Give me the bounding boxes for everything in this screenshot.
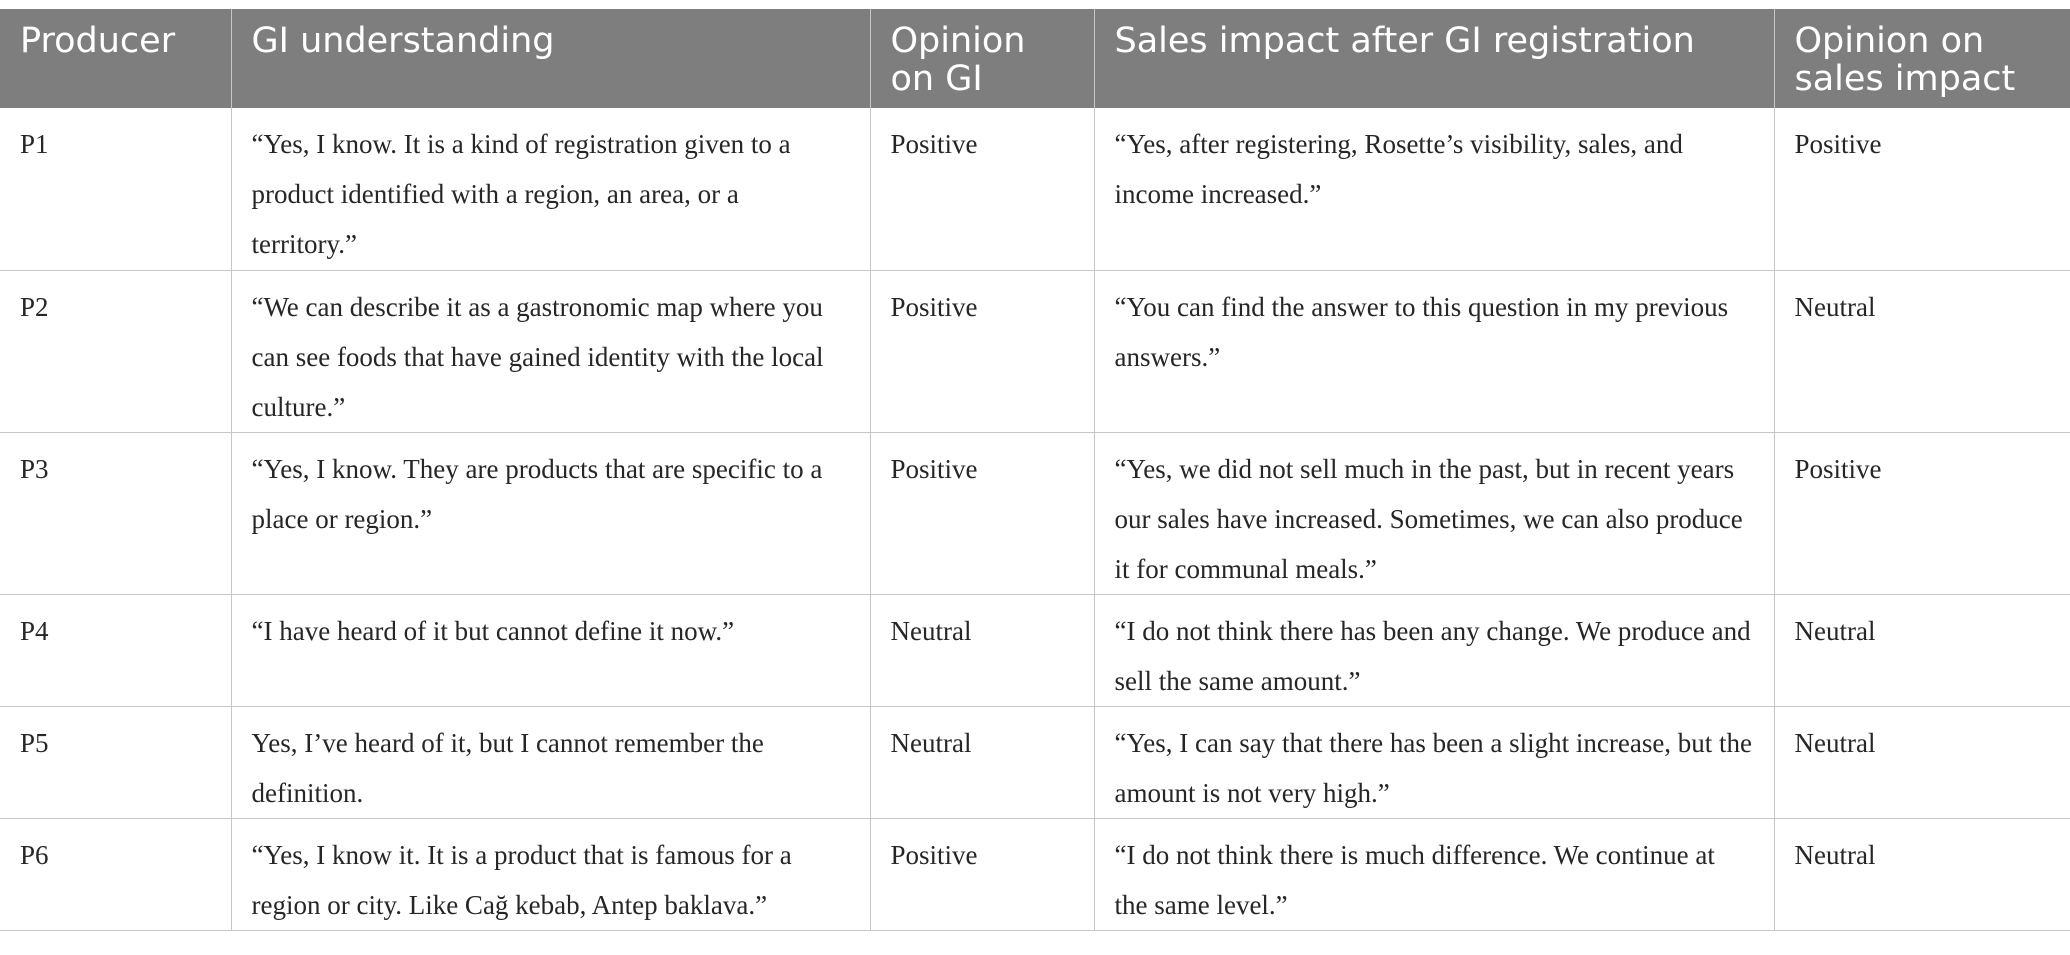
cell-gi-understanding: “Yes, I know. They are products that are… (231, 432, 871, 595)
header-gi-understanding: GI understanding (231, 9, 871, 108)
cell-opinion-on-sales-impact: Neutral (1774, 818, 2070, 931)
cell-gi-understanding: “Yes, I know it. It is a product that is… (231, 818, 871, 931)
cell-producer: P3 (0, 432, 232, 595)
cell-gi-understanding: “I have heard of it but cannot define it… (231, 594, 871, 707)
cell-producer: P5 (0, 706, 232, 819)
header-sales-impact: Sales impact after GI registration (1094, 9, 1775, 108)
gi-opinion-table: Producer GI understanding Opinion on GI … (0, 9, 2070, 931)
header-row: Producer GI understanding Opinion on GI … (0, 9, 2070, 108)
cell-sales-impact: “Yes, we did not sell much in the past, … (1094, 432, 1775, 595)
table-row: P2 “We can describe it as a gastronomic … (0, 270, 2070, 433)
table-row: P5 Yes, I’ve heard of it, but I cannot r… (0, 706, 2070, 819)
table-row: P1 “Yes, I know. It is a kind of registr… (0, 108, 2070, 271)
header-opinion-on-sales-impact: Opinion on sales impact (1774, 9, 2070, 108)
cell-producer: P6 (0, 818, 232, 931)
cell-opinion-on-sales-impact: Neutral (1774, 270, 2070, 433)
cell-sales-impact: “I do not think there is much difference… (1094, 818, 1775, 931)
cell-producer: P1 (0, 108, 232, 271)
table-row: P4 “I have heard of it but cannot define… (0, 594, 2070, 707)
cell-gi-understanding: Yes, I’ve heard of it, but I cannot reme… (231, 706, 871, 819)
table-container: Producer GI understanding Opinion on GI … (0, 9, 2070, 931)
header-opinion-on-gi: Opinion on GI (870, 9, 1095, 108)
cell-opinion-on-sales-impact: Positive (1774, 432, 2070, 595)
cell-opinion-on-sales-impact: Positive (1774, 108, 2070, 271)
cell-opinion-on-gi: Neutral (870, 706, 1095, 819)
table-row: P6 “Yes, I know it. It is a product that… (0, 818, 2070, 931)
cell-sales-impact: “Yes, I can say that there has been a sl… (1094, 706, 1775, 819)
cell-opinion-on-gi: Positive (870, 270, 1095, 433)
cell-producer: P4 (0, 594, 232, 707)
cell-gi-understanding: “Yes, I know. It is a kind of registrati… (231, 108, 871, 271)
cell-opinion-on-gi: Positive (870, 432, 1095, 595)
cell-opinion-on-gi: Positive (870, 108, 1095, 271)
cell-opinion-on-gi: Neutral (870, 594, 1095, 707)
cell-opinion-on-gi: Positive (870, 818, 1095, 931)
cell-sales-impact: “You can find the answer to this questio… (1094, 270, 1775, 433)
cell-producer: P2 (0, 270, 232, 433)
cell-sales-impact: “I do not think there has been any chang… (1094, 594, 1775, 707)
table-body: P1 “Yes, I know. It is a kind of registr… (0, 108, 2070, 931)
cell-opinion-on-sales-impact: Neutral (1774, 594, 2070, 707)
cell-opinion-on-sales-impact: Neutral (1774, 706, 2070, 819)
table-row: P3 “Yes, I know. They are products that … (0, 432, 2070, 595)
header-producer: Producer (0, 9, 232, 108)
cell-gi-understanding: “We can describe it as a gastronomic map… (231, 270, 871, 433)
table-header: Producer GI understanding Opinion on GI … (0, 9, 2070, 108)
cell-sales-impact: “Yes, after registering, Rosette’s visib… (1094, 108, 1775, 271)
